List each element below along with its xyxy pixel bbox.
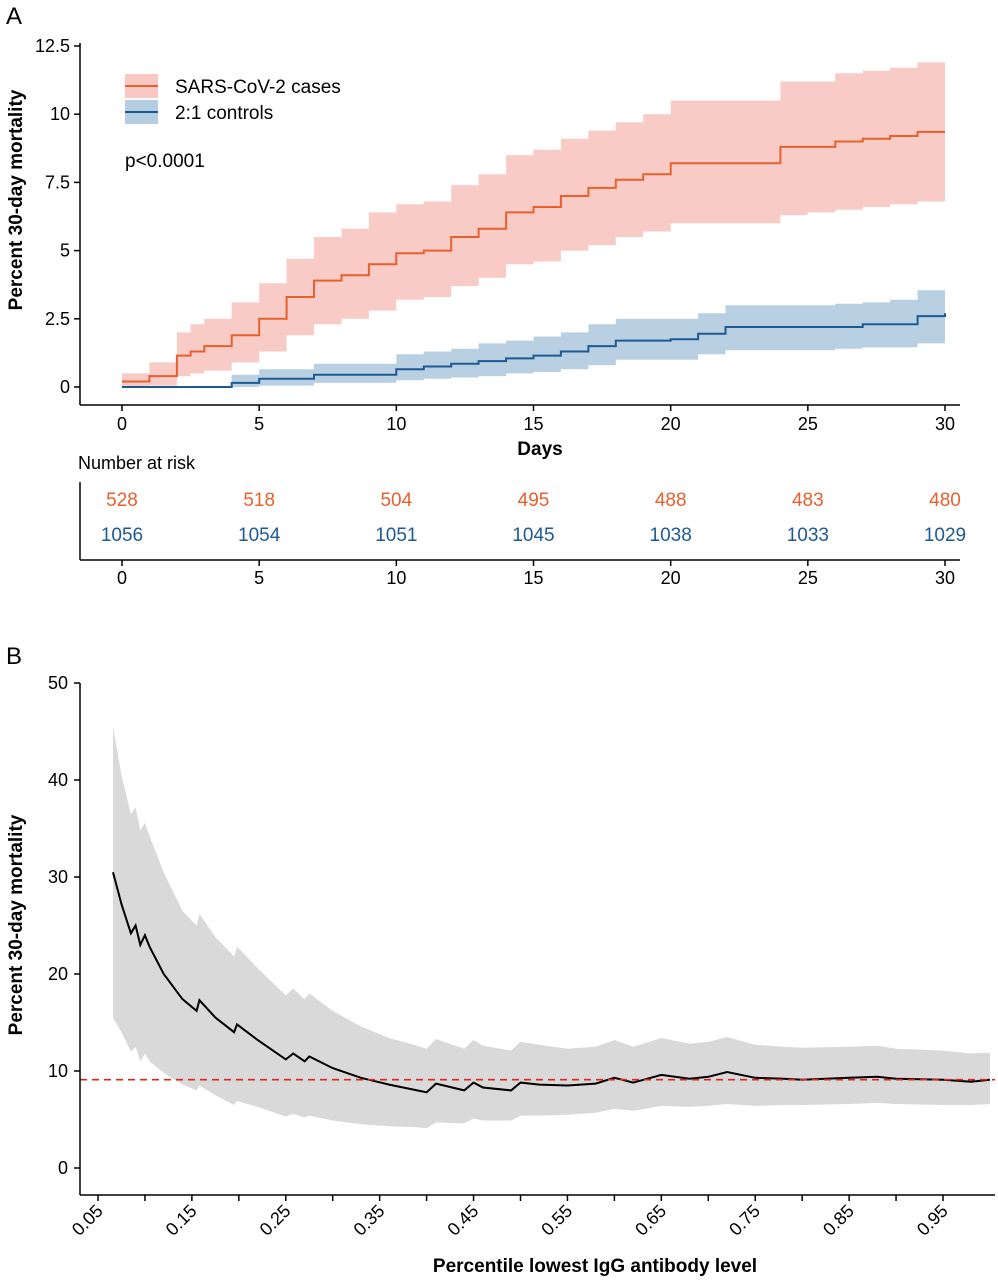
risk-table-title: Number at risk [78, 453, 196, 473]
panel-b-x-tick-label-0-45: 0.45 [443, 1201, 482, 1240]
risk-cases-day-0: 528 [106, 490, 138, 511]
risk-table-tick-label-10: 10 [386, 568, 406, 588]
2-1-controls-line [122, 313, 946, 388]
risk-table-axis: 0 5 10 15 20 25 30 [79, 482, 960, 588]
risk-table-tick-label-0: 0 [117, 568, 127, 588]
panel-a-x-tick-label-0: 0 [117, 414, 127, 434]
panel-b-x-axis-title: Percentile lowest IgG antibody level [433, 1256, 757, 1277]
panel-a-letter: A [6, 3, 22, 30]
risk-controls-day-25: 1033 [787, 525, 829, 546]
panel-a-x-tick-label-20: 20 [661, 414, 681, 434]
risk-table-tick-label-20: 20 [661, 568, 681, 588]
panel-b-series-line [112, 871, 991, 1094]
panel-a-x-axis-title: Days [517, 439, 562, 460]
panel-a-series-lines [122, 130, 946, 388]
panel-b-y-tick-label-0: 0 [58, 1158, 68, 1178]
panel-a-y-tick-label-0: 0 [60, 377, 70, 397]
panel-b-x-tick-label-0-25: 0.25 [256, 1201, 295, 1240]
panel-a-axes: 0 5 10 15 20 25 30 0 2.5 5 7.5 10 12.5 [35, 36, 960, 434]
risk-cases-day-30: 480 [929, 490, 961, 511]
risk-cases-day-15: 495 [518, 490, 550, 511]
panel-b-y-tick-label-40: 40 [48, 770, 68, 790]
risk-controls-day-30: 1029 [924, 525, 966, 546]
risk-table-tick-label-25: 25 [798, 568, 818, 588]
panel-a-y-tick-label-10: 10 [50, 104, 70, 124]
panel-b-y-tick-label-10: 10 [48, 1061, 68, 1081]
panel-a-y-tick-label-7-5: 7.5 [45, 172, 70, 192]
panel-a-y-tick-label-2-5: 2.5 [45, 309, 70, 329]
risk-table-tick-label-30: 30 [935, 568, 955, 588]
risk-controls-day-20: 1038 [650, 525, 692, 546]
panel-a-y-tick-label-5: 5 [60, 241, 70, 261]
panel-b-confidence-band [113, 726, 990, 1129]
panel-b-x-tick-label-0-95: 0.95 [913, 1201, 952, 1240]
panel-a-plot: 0 5 10 15 20 25 30 0 2.5 5 7.5 10 12.5 Days Percent … [6, 36, 960, 460]
panel-b-x-tick-label-0-55: 0.55 [537, 1201, 576, 1240]
panel-b-y-tick-label-30: 30 [48, 867, 68, 887]
panel-a-x-tick-label-5: 5 [254, 414, 264, 434]
risk-controls-day-15: 1045 [512, 525, 554, 546]
risk-cases-day-20: 488 [655, 490, 687, 511]
panel-a-y-tick-label-12-5: 12.5 [35, 36, 70, 56]
legend-cases-label: SARS-CoV-2 cases [175, 77, 341, 98]
panel-b-plot: 0 10 20 30 40 50 0.05 0.15 0.25 0.35 0.45 0.55 0.65 0… [6, 673, 995, 1277]
panel-a-confidence-bands [122, 62, 945, 388]
panel-a-legend: SARS-CoV-2 cases 2:1 controls [125, 74, 341, 124]
risk-controls-day-0: 1056 [101, 525, 143, 546]
panel-a-x-tick-label-10: 10 [386, 414, 406, 434]
risk-table-tick-label-15: 15 [523, 568, 543, 588]
panel-b-x-tick-label-0-75: 0.75 [725, 1201, 764, 1240]
panel-b-x-tick-label-0-65: 0.65 [631, 1201, 670, 1240]
panel-a-x-tick-label-15: 15 [523, 414, 543, 434]
risk-controls-day-10: 1051 [375, 525, 417, 546]
panel-a-y-axis-title: Percent 30-day mortality [6, 89, 27, 310]
sars-cov-2-cases-confidence-band [122, 62, 945, 388]
p-value-annotation: p<0.0001 [125, 151, 205, 172]
risk-cases-day-5: 518 [243, 490, 275, 511]
panel-b-y-tick-label-20: 20 [48, 964, 68, 984]
risk-table: Number at risk 528 1056 518 1054 504 1051 495 1… [78, 453, 966, 588]
panel-b-letter: B [6, 643, 22, 670]
panel-a-x-tick-label-30: 30 [935, 414, 955, 434]
panel-b-x-tick-label-0-05: 0.05 [68, 1201, 107, 1240]
risk-cases-day-10: 504 [380, 490, 412, 511]
panel-b-x-tick-label-0-15: 0.15 [162, 1201, 201, 1240]
panel-b-band-area [113, 726, 990, 1129]
panel-b-x-tick-label-0-35: 0.35 [350, 1201, 389, 1240]
risk-table-rows: 528 1056 518 1054 504 1051 495 1045 488 1038 483 10… [101, 490, 966, 546]
risk-table-tick-label-5: 5 [254, 568, 264, 588]
risk-controls-day-5: 1054 [238, 525, 281, 546]
2-1-controls-confidence-band [122, 288, 945, 387]
legend-controls-label: 2:1 controls [175, 103, 273, 124]
panel-b-mortality-curve [112, 871, 991, 1094]
sars-cov-2-cases-line [122, 130, 945, 383]
panel-b-x-tick-label-0-85: 0.85 [819, 1201, 858, 1240]
panel-a-x-tick-label-25: 25 [798, 414, 818, 434]
risk-cases-day-25: 483 [792, 490, 824, 511]
panel-b-y-axis-title: Percent 30-day mortality [6, 814, 27, 1035]
panel-b-y-tick-label-50: 50 [48, 673, 68, 693]
